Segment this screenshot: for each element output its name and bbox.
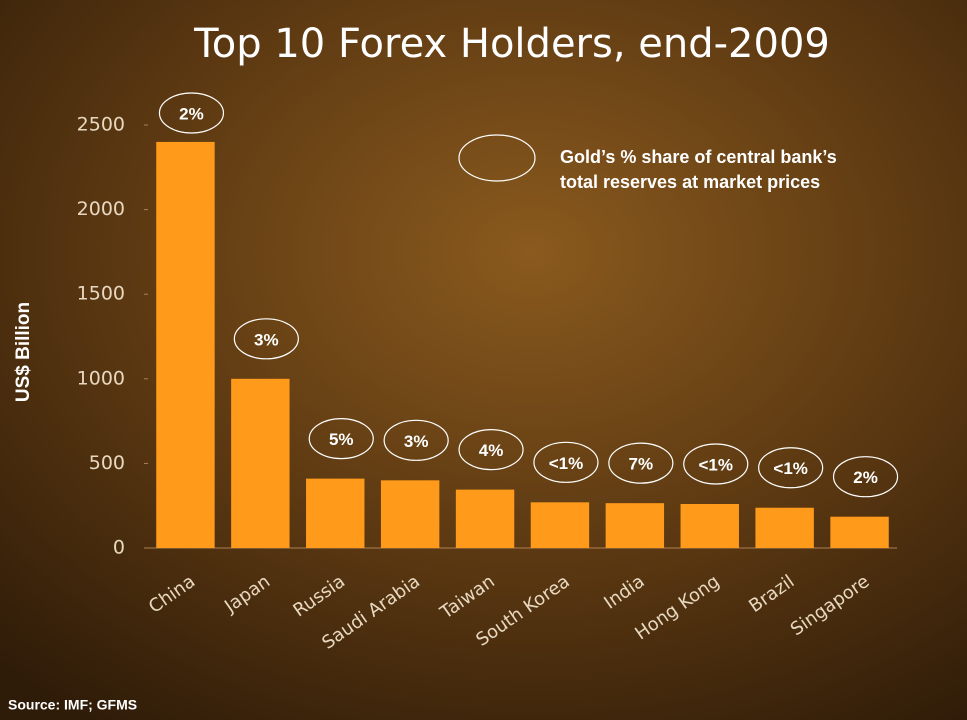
gold-share-ellipse — [608, 442, 674, 484]
bar — [680, 504, 739, 548]
gold-share-ellipse — [308, 418, 374, 460]
legend-ellipse — [458, 134, 536, 182]
gold-share-ellipse — [158, 92, 225, 134]
y-tick-label: 2500 — [77, 114, 125, 136]
bar — [306, 478, 365, 548]
bar — [231, 378, 290, 548]
gold-share-ellipse — [233, 318, 299, 360]
gold-share-ellipse — [683, 443, 749, 485]
gold-share-label: 3% — [254, 330, 279, 349]
legend-text: total reserves at market prices — [560, 172, 820, 192]
gold-share-label: 4% — [479, 441, 504, 460]
y-tick-label: 2000 — [77, 198, 125, 220]
bar — [156, 141, 215, 549]
gold-share-label: <1% — [773, 459, 808, 478]
gold-share-ellipse — [832, 456, 899, 498]
gold-share-ellipse — [458, 429, 524, 471]
y-axis-label: US$ Billion — [13, 302, 34, 402]
y-tick-label: 1000 — [77, 367, 125, 389]
gold-share-ellipse — [758, 447, 824, 489]
bar — [530, 502, 590, 548]
bar — [755, 507, 814, 548]
y-tick-label: 0 — [113, 537, 125, 559]
bar — [455, 489, 515, 548]
y-tick-label: 500 — [89, 452, 125, 474]
gold-share-label: <1% — [699, 455, 734, 474]
gold-share-label: 7% — [629, 455, 654, 474]
gold-share-label: 2% — [853, 468, 878, 487]
bar — [605, 503, 665, 548]
chart-title: Top 10 Forex Holders, end-2009 — [193, 21, 830, 67]
source: Source: IMF; GFMS — [8, 697, 137, 713]
gold-share-ellipse — [383, 419, 449, 461]
gold-share-label: 3% — [404, 432, 429, 451]
gold-share-ellipse — [533, 441, 599, 483]
legend-text: Gold’s % share of central bank’s — [560, 147, 837, 167]
y-tick-label: 1500 — [77, 283, 125, 305]
bar — [380, 480, 440, 548]
gold-share-label: <1% — [549, 454, 584, 473]
gold-share-label: 2% — [179, 104, 204, 123]
bar — [830, 516, 889, 548]
gold-share-label: 5% — [329, 430, 354, 449]
